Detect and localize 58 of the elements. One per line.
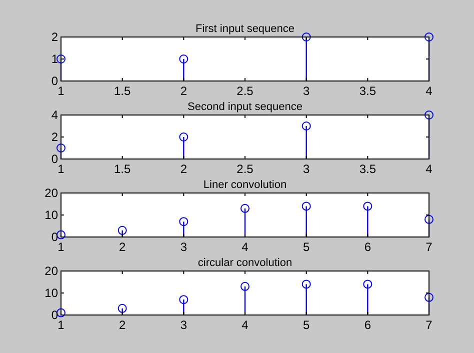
- x-tick-label: 7: [426, 318, 433, 332]
- y-tick-label: 0: [51, 152, 58, 166]
- point: [118, 304, 127, 313]
- y-tick-label: 20: [44, 186, 58, 200]
- y-tick-label: 0: [51, 230, 58, 244]
- point: [302, 202, 311, 211]
- chart-title: Liner convolution: [203, 179, 287, 191]
- point: [424, 110, 434, 120]
- x-tick-label: 2.5: [236, 162, 254, 176]
- x-tick-label: 6: [364, 318, 372, 332]
- point: [240, 282, 250, 291]
- x-tick-label: 1.5: [114, 84, 131, 98]
- y-tick-label: 4: [51, 108, 58, 122]
- y-tick-label: 2: [51, 130, 58, 144]
- chart-title: circular convolution: [198, 257, 292, 269]
- x-tick-label: 3.5: [359, 84, 376, 98]
- point: [179, 132, 188, 142]
- x-tick-label: 4: [426, 162, 433, 176]
- chart-title: Second input sequence: [188, 101, 302, 113]
- point: [240, 204, 250, 213]
- x-tick-label: 3: [180, 318, 188, 332]
- x-tick-label: 3: [302, 84, 310, 98]
- x-tick-label: 2: [180, 162, 188, 176]
- y-tick-label: 0: [51, 74, 58, 88]
- y-tick-label: 1: [51, 52, 58, 66]
- x-tick-label: 4: [242, 318, 249, 332]
- point: [56, 144, 66, 152]
- point: [363, 202, 372, 211]
- point: [56, 230, 66, 240]
- point: [179, 217, 188, 226]
- point: [56, 308, 66, 318]
- y-tick-label: 2: [51, 30, 58, 44]
- x-tick-label: 2: [118, 318, 126, 332]
- point: [302, 122, 311, 130]
- x-tick-label: 5: [302, 240, 310, 254]
- y-tick-label: 0: [51, 308, 58, 322]
- x-tick-label: 1.5: [114, 162, 131, 176]
- x-tick-label: 2.5: [236, 84, 254, 98]
- point: [302, 280, 311, 289]
- y-tick-label: 10: [44, 208, 58, 222]
- x-tick-label: 2: [118, 240, 126, 254]
- y-tick-label: 10: [44, 286, 58, 300]
- point: [118, 226, 127, 235]
- x-tick-label: 4: [426, 84, 433, 98]
- chart-title: First input sequence: [195, 23, 295, 35]
- point: [424, 292, 434, 302]
- x-tick-label: 3: [180, 240, 188, 254]
- x-tick-label: 2: [180, 84, 188, 98]
- x-tick-label: 5: [302, 318, 310, 332]
- point: [424, 214, 434, 224]
- x-tick-label: 6: [364, 240, 372, 254]
- x-tick-label: 3: [302, 162, 310, 176]
- y-tick-label: 20: [44, 264, 58, 278]
- x-tick-label: 7: [426, 240, 433, 254]
- point: [363, 280, 372, 289]
- x-tick-label: 3.5: [359, 162, 376, 176]
- point: [179, 295, 188, 304]
- x-tick-label: 4: [242, 240, 249, 254]
